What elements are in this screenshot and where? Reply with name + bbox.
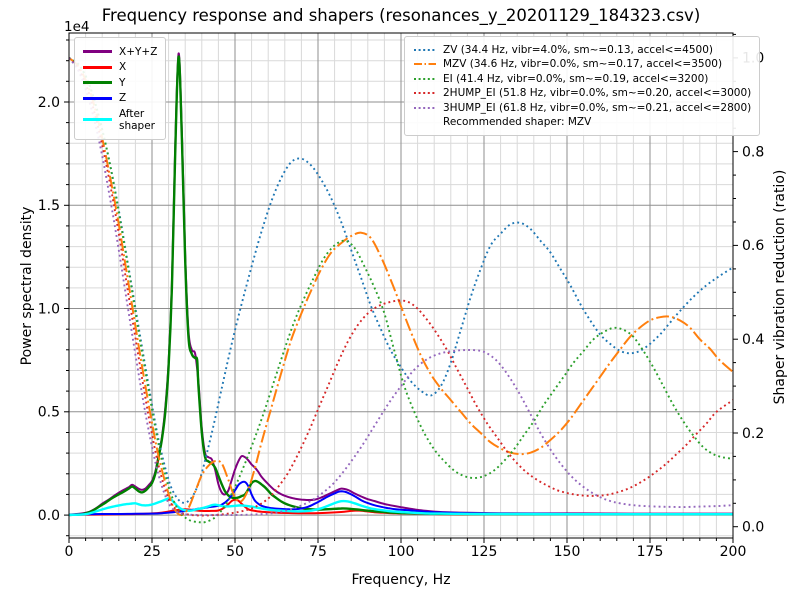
chart-title: Frequency response and shapers (resonanc…	[102, 6, 701, 26]
legend-item-label: 2HUMP_EI (51.8 Hz, vibr=0.0%, sm~=0.20, …	[443, 87, 752, 100]
legend-line-swatch	[83, 96, 112, 100]
legend-item-3HUMP-EI: 3HUMP_EI (61.8 Hz, vibr=0.0%, sm~=0.21, …	[413, 102, 751, 114]
curve-ZV	[69, 57, 733, 504]
legend-line-swatch	[83, 65, 112, 69]
curve-3HUMP-EI	[69, 57, 733, 516]
curve-EI	[69, 57, 733, 524]
legend-item-label: X+Y+Z	[119, 45, 158, 58]
x-tick-label: 0	[65, 544, 74, 560]
y-left-tick-label: 0.0	[38, 508, 60, 524]
legend-item-label: Y	[119, 76, 126, 89]
legend-item-label: Z	[119, 92, 127, 105]
legend-item-2HUMP-EI: 2HUMP_EI (51.8 Hz, vibr=0.0%, sm~=0.20, …	[413, 87, 751, 99]
x-tick-label: 25	[143, 544, 161, 560]
legend-item-Y: Y	[83, 77, 157, 89]
y-left-tick-label: 0.5	[38, 405, 60, 421]
legend-line-swatch	[414, 106, 436, 109]
legend-item-label: ZV (34.4 Hz, vibr=4.0%, sm~=0.13, accel<…	[443, 43, 713, 56]
legend-item-label: X	[119, 61, 127, 74]
legend-item-After-shaper: After shaper	[83, 108, 157, 132]
x-axis-label: Frequency, Hz	[351, 572, 450, 588]
legend-item-label: 3HUMP_EI (61.8 Hz, vibr=0.0%, sm~=0.21, …	[443, 101, 752, 114]
axis-offset-label: 1e4	[64, 19, 89, 35]
axes-layer	[64, 32, 738, 543]
legend-item-ZV: ZV (34.4 Hz, vibr=4.0%, sm~=0.13, accel<…	[413, 44, 751, 56]
legend-item-X: X	[83, 61, 157, 73]
y-left-tick-label: 2.0	[38, 95, 60, 111]
legend-line-swatch	[414, 92, 436, 95]
legend-shapers: ZV (34.4 Hz, vibr=4.0%, sm~=0.13, accel<…	[404, 36, 761, 136]
x-tick-label: 150	[554, 544, 581, 560]
curve-X-Y-Z	[69, 52, 733, 516]
y-right-tick-label: 0.8	[742, 144, 764, 160]
x-tick-label: 50	[226, 544, 244, 560]
y-right-tick-label: 0.0	[742, 520, 764, 536]
legend-item-EI: EI (41.4 Hz, vibr=0.0%, sm~=0.19, accel<…	[413, 73, 751, 85]
plot-render-layer: 0 25 50 75 100 125 150 175 200 0.0 0.5 1.0 1.5 2.0 0.0…	[38, 32, 765, 560]
legend-line-swatch	[414, 48, 436, 51]
legend-line-swatch	[83, 50, 112, 54]
tick-labels-layer: 0 25 50 75 100 125 150 175 200 0.0 0.5 1.0 1.5 2.0 0.0…	[38, 51, 765, 560]
curve-Y	[69, 55, 733, 517]
legend-note-text: Recommended shaper: MZV	[443, 116, 592, 129]
y-right-tick-label: 0.6	[742, 238, 764, 254]
legend-line-swatch	[83, 81, 112, 85]
legend-item-label: After shaper	[119, 107, 156, 132]
x-tick-label: 175	[637, 544, 664, 560]
y-axis-label-right: Shaper vibration reduction (ratio)	[772, 170, 788, 405]
legend-line-swatch	[83, 118, 112, 122]
y-right-tick-label: 0.4	[742, 332, 764, 348]
legend-item-label: MZV (34.6 Hz, vibr=0.0%, sm~=0.17, accel…	[443, 58, 723, 71]
legend-item-Z: Z	[83, 92, 157, 104]
legend-note-row: Recommended shaper: MZV	[413, 116, 751, 128]
y-left-tick-label: 1.0	[38, 301, 60, 317]
y-left-tick-label: 1.5	[38, 198, 60, 214]
x-tick-label: 75	[309, 544, 327, 560]
y-right-tick-label: 0.2	[742, 426, 764, 442]
legend-line-swatch	[414, 63, 436, 66]
legend-psd: X+Y+Z X Y Z After shaper	[74, 37, 167, 141]
y-axis-label-left: Power spectral density	[19, 207, 35, 366]
legend-line-swatch	[414, 77, 436, 80]
legend-item-label: EI (41.4 Hz, vibr=0.0%, sm~=0.19, accel<…	[443, 72, 709, 85]
curve-2HUMP-EI	[69, 57, 733, 517]
legend-item-MZV: MZV (34.6 Hz, vibr=0.0%, sm~=0.17, accel…	[413, 58, 751, 70]
x-tick-label: 125	[471, 544, 498, 560]
legend-item-X-Y-Z: X+Y+Z	[83, 46, 157, 58]
x-tick-label: 100	[388, 544, 415, 560]
curves-layer	[69, 52, 733, 524]
x-tick-label: 200	[720, 544, 747, 560]
